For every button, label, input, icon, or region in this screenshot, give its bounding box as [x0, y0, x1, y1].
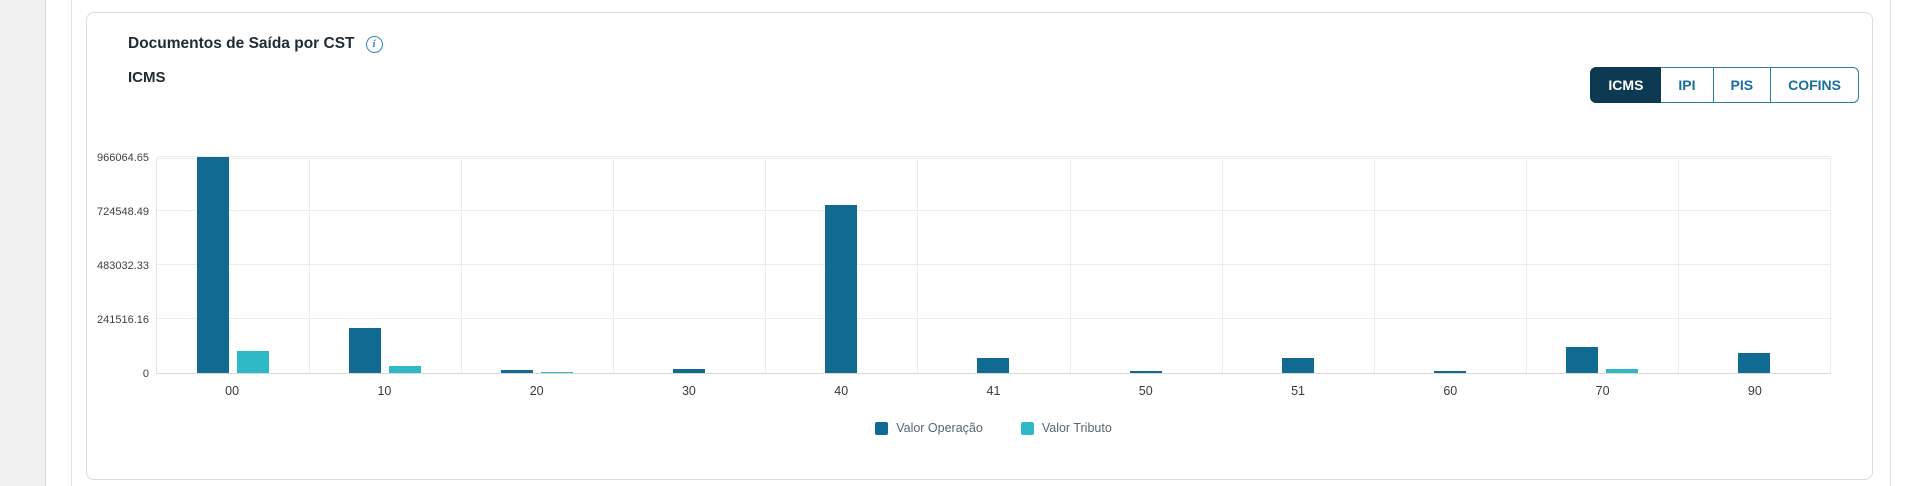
- x-axis-label: 00: [225, 384, 240, 398]
- x-axis-label: 51: [1291, 384, 1305, 398]
- vertical-divider-right: [1890, 0, 1891, 486]
- y-axis: 0 241516.16 483032.33 724548.49 966064.65: [87, 152, 149, 380]
- bar-group-41: [917, 159, 1069, 373]
- gridline-vertical: [613, 159, 615, 373]
- bar-valor-tributo-20[interactable]: [541, 371, 574, 373]
- gridline-horizontal: [157, 210, 1830, 211]
- bar-valor-tributo-00[interactable]: [237, 351, 270, 373]
- bar-group-90: [1678, 159, 1830, 373]
- bar-group-20: [461, 159, 613, 373]
- bar-group-60: [1374, 159, 1526, 373]
- left-sidebar-strip: [0, 0, 46, 486]
- bar-group-51: [1222, 159, 1374, 373]
- bar-valor-operacao-41[interactable]: [977, 357, 1010, 373]
- card-title: Documentos de Saída por CST: [128, 35, 355, 52]
- x-axis-label: 41: [986, 384, 1001, 398]
- x-axis-label: 20: [529, 384, 544, 398]
- bar-valor-operacao-10[interactable]: [349, 327, 382, 373]
- gridline-vertical: [765, 159, 767, 373]
- gridline-vertical: [1677, 159, 1679, 373]
- bar-group-40: [765, 159, 917, 373]
- tab-icms[interactable]: ICMS: [1590, 67, 1662, 103]
- gridline-vertical: [1525, 159, 1527, 373]
- y-axis-tick-label: 0: [142, 368, 149, 380]
- chart-legend: Valor Operação Valor Tributo: [156, 421, 1831, 435]
- gridline-vertical: [1221, 159, 1223, 373]
- gridline-horizontal: [157, 156, 1830, 157]
- bar-group-10: [309, 159, 461, 373]
- chart-card: Documentos de Saída por CST i ICMS ICMS I…: [86, 12, 1873, 480]
- x-axis-label: 70: [1595, 384, 1610, 398]
- bar-valor-operacao-50[interactable]: [1129, 370, 1162, 373]
- x-axis-label: 60: [1443, 384, 1458, 398]
- gridline-horizontal: [157, 264, 1830, 265]
- bar-valor-operacao-51[interactable]: [1281, 357, 1314, 373]
- y-axis-tick-label: 724548.49: [97, 206, 149, 218]
- y-axis-tick-label: 966064.65: [97, 152, 149, 164]
- tab-cofins[interactable]: COFINS: [1771, 67, 1859, 103]
- gridline-vertical: [1373, 159, 1375, 373]
- bar-valor-operacao-20[interactable]: [501, 370, 534, 373]
- y-axis-tick-label: 483032.33: [97, 260, 149, 272]
- gridline-vertical: [917, 159, 919, 373]
- bar-valor-operacao-90[interactable]: [1737, 353, 1770, 373]
- bar-group-70: [1526, 159, 1678, 373]
- x-axis-label: 40: [834, 384, 849, 398]
- x-axis-label: 10: [377, 384, 392, 398]
- gridline-vertical: [461, 159, 463, 373]
- bar-valor-tributo-10[interactable]: [389, 366, 422, 373]
- legend-swatch-valor-tributo: [1020, 421, 1034, 435]
- legend-item-valor-tributo[interactable]: Valor Tributo: [1020, 421, 1112, 435]
- bar-valor-tributo-70[interactable]: [1605, 369, 1638, 373]
- bar-group-00: [157, 157, 309, 373]
- bar-valor-operacao-70[interactable]: [1565, 346, 1598, 373]
- x-axis: 00 10 20 30 40 41 50 51 60 70 90: [156, 384, 1831, 400]
- plot-area: [156, 156, 1831, 374]
- chart-subtitle: ICMS: [128, 69, 166, 86]
- info-icon[interactable]: i: [365, 35, 383, 53]
- x-axis-label: 50: [1138, 384, 1153, 398]
- legend-item-valor-operacao[interactable]: Valor Operação: [875, 421, 983, 435]
- legend-swatch-valor-operacao: [875, 421, 889, 435]
- bar-valor-operacao-30[interactable]: [673, 369, 706, 373]
- legend-label: Valor Operação: [896, 421, 983, 435]
- y-axis-tick-label: 241516.16: [97, 314, 149, 326]
- bar-valor-operacao-40[interactable]: [825, 205, 858, 373]
- tax-tab-group: ICMS IPI PIS COFINS: [1590, 67, 1859, 103]
- legend-label: Valor Tributo: [1041, 421, 1112, 435]
- card-header: Documentos de Saída por CST i: [128, 35, 383, 53]
- gridline-vertical: [309, 159, 311, 373]
- gridline-horizontal: [157, 318, 1830, 319]
- x-axis-label: 30: [681, 384, 696, 398]
- x-axis-label: 90: [1747, 384, 1762, 398]
- bar-valor-operacao-00[interactable]: [197, 157, 230, 373]
- tab-pis[interactable]: PIS: [1713, 67, 1772, 103]
- gridline-vertical: [1069, 159, 1071, 373]
- vertical-divider-left: [71, 0, 72, 486]
- bar-group-50: [1070, 159, 1222, 373]
- bar-group-30: [613, 159, 765, 373]
- bar-valor-operacao-60[interactable]: [1433, 370, 1466, 373]
- tab-ipi[interactable]: IPI: [1661, 67, 1714, 103]
